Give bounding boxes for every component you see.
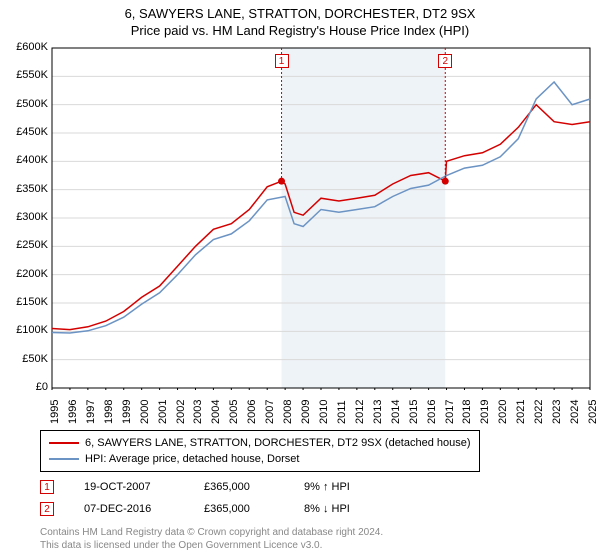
x-tick-label: 2013: [372, 400, 384, 424]
x-tick-label: 2015: [408, 400, 420, 424]
y-tick-label: £250K: [0, 239, 48, 251]
x-tick-label: 2017: [444, 400, 456, 424]
x-tick-label: 2019: [479, 400, 491, 424]
event-diff: 9% ↑ HPI: [304, 481, 424, 493]
x-tick-label: 2022: [533, 400, 545, 424]
y-tick-label: £350K: [0, 183, 48, 195]
y-tick-label: £150K: [0, 296, 48, 308]
y-tick-label: £100K: [0, 324, 48, 336]
x-tick-label: 2008: [282, 400, 294, 424]
event-marker: 2: [40, 502, 54, 516]
x-tick-label: 1999: [121, 400, 133, 424]
x-tick-label: 2021: [515, 400, 527, 424]
event-date: 07-DEC-2016: [84, 503, 204, 515]
x-tick-label: 2023: [551, 400, 563, 424]
x-tick-label: 2024: [569, 400, 581, 424]
event-row: 1 19-OCT-2007£365,0009% ↑ HPI: [40, 476, 424, 498]
sale-marker-box: 2: [438, 54, 452, 68]
x-tick-label: 2004: [210, 400, 222, 424]
x-tick-label: 1998: [103, 400, 115, 424]
x-tick-label: 2002: [175, 400, 187, 424]
footer-line: Contains HM Land Registry data © Crown c…: [40, 526, 383, 539]
y-tick-label: £550K: [0, 69, 48, 81]
event-date: 19-OCT-2007: [84, 481, 204, 493]
y-tick-label: £50K: [0, 353, 48, 365]
sale-dot: [442, 178, 449, 185]
x-tick-label: 1996: [67, 400, 79, 424]
footer-line: This data is licensed under the Open Gov…: [40, 539, 383, 552]
sale-marker-box: 1: [275, 54, 289, 68]
x-tick-label: 2012: [354, 400, 366, 424]
legend-row: 6, SAWYERS LANE, STRATTON, DORCHESTER, D…: [49, 435, 471, 451]
y-tick-label: £450K: [0, 126, 48, 138]
event-price: £365,000: [204, 481, 304, 493]
x-tick-label: 2000: [139, 400, 151, 424]
event-price: £365,000: [204, 503, 304, 515]
x-tick-label: 2006: [246, 400, 258, 424]
legend-label: 6, SAWYERS LANE, STRATTON, DORCHESTER, D…: [85, 437, 471, 449]
legend-swatch: [49, 458, 79, 460]
event-marker: 1: [40, 480, 54, 494]
y-tick-label: £500K: [0, 98, 48, 110]
x-tick-label: 1995: [49, 400, 61, 424]
x-tick-label: 2014: [390, 400, 402, 424]
x-tick-label: 2018: [461, 400, 473, 424]
x-tick-label: 2016: [426, 400, 438, 424]
legend-row: HPI: Average price, detached house, Dors…: [49, 451, 471, 467]
y-tick-label: £0: [0, 381, 48, 393]
legend: 6, SAWYERS LANE, STRATTON, DORCHESTER, D…: [40, 430, 480, 472]
x-tick-label: 2003: [192, 400, 204, 424]
legend-label: HPI: Average price, detached house, Dors…: [85, 453, 299, 465]
x-tick-label: 2020: [497, 400, 509, 424]
x-tick-label: 1997: [85, 400, 97, 424]
x-tick-label: 2025: [587, 400, 599, 424]
x-tick-label: 2007: [264, 400, 276, 424]
x-tick-label: 2011: [336, 400, 348, 424]
y-tick-label: £200K: [0, 268, 48, 280]
x-tick-label: 2009: [300, 400, 312, 424]
y-tick-label: £400K: [0, 154, 48, 166]
chart-container: 6, SAWYERS LANE, STRATTON, DORCHESTER, D…: [0, 0, 600, 560]
events-table: 1 19-OCT-2007£365,0009% ↑ HPI 2 07-DEC-2016…: [40, 476, 424, 520]
x-tick-label: 2001: [157, 400, 169, 424]
chart-svg: [0, 0, 600, 390]
x-tick-label: 2005: [228, 400, 240, 424]
y-tick-label: £600K: [0, 41, 48, 53]
footer-attribution: Contains HM Land Registry data © Crown c…: [40, 526, 383, 552]
y-tick-label: £300K: [0, 211, 48, 223]
event-row: 2 07-DEC-2016£365,0008% ↓ HPI: [40, 498, 424, 520]
sale-dot: [278, 178, 285, 185]
legend-swatch: [49, 442, 79, 444]
x-tick-label: 2010: [318, 400, 330, 424]
event-diff: 8% ↓ HPI: [304, 503, 424, 515]
